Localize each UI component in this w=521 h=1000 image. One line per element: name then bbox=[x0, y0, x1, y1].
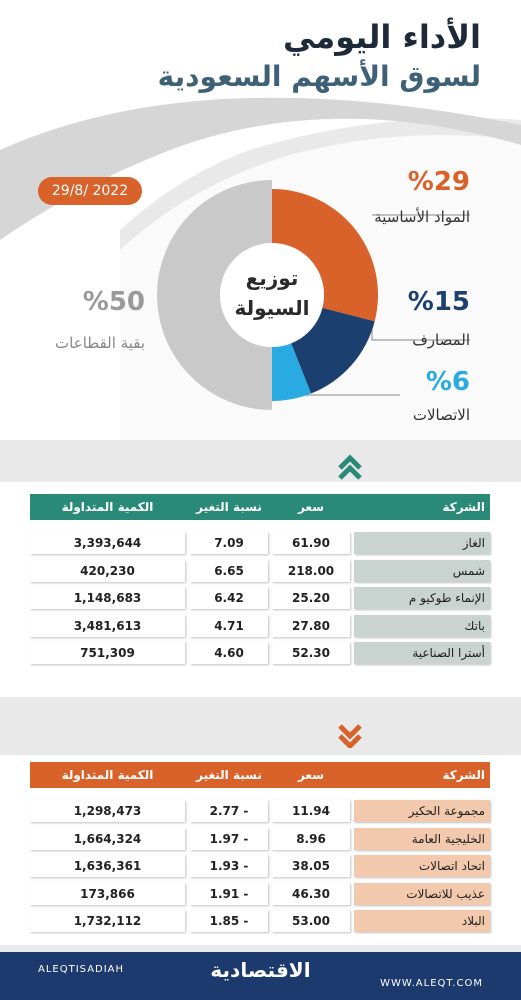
category-label: بقية القطاعات bbox=[55, 334, 145, 352]
table-cell: 11.94 bbox=[272, 800, 350, 822]
table-cell: 218.00 bbox=[272, 559, 350, 582]
table-cell: 61.90 bbox=[272, 532, 350, 554]
brand: الاقتصادية bbox=[210, 958, 311, 982]
table-cell: 27.80 bbox=[272, 614, 350, 637]
table-cell: 7.09 bbox=[190, 532, 268, 554]
company-cell: مجموعة الحكير bbox=[354, 800, 490, 822]
donut-slice bbox=[291, 307, 375, 394]
company-cell: اتحاد اتصالات bbox=[354, 855, 490, 877]
social-handle: ALEQTISADIAH bbox=[38, 964, 125, 975]
table-cell: 4.60 bbox=[190, 642, 268, 664]
table-cell: 52.30 bbox=[272, 642, 350, 664]
table-cell: 38.05 bbox=[272, 855, 350, 877]
table-cell: 1,664,324 bbox=[30, 827, 185, 850]
donut-slice bbox=[272, 189, 379, 322]
donut-slice bbox=[272, 343, 312, 401]
table-cell: 8.96 bbox=[272, 827, 350, 850]
company-cell: الإنماء طوكيو م bbox=[354, 587, 490, 609]
company-cell: أسترا الصناعية bbox=[354, 642, 490, 664]
column-header: الشركة bbox=[442, 768, 485, 782]
website: WWW.ALEQT.COM bbox=[380, 978, 483, 989]
table-cell: 1.91 - bbox=[190, 882, 268, 905]
company-cell: الغاز bbox=[354, 532, 490, 554]
donut-chart: توزيع السيولة %29 المواد الأساسية %15 المصارف… bbox=[55, 167, 470, 424]
company-cell: عذيب للاتصالات bbox=[354, 882, 490, 905]
center-label: توزيع bbox=[246, 266, 299, 290]
table-cell: 4.71 bbox=[190, 614, 268, 637]
category-label: المصارف bbox=[412, 331, 470, 349]
company-cell: البلاد bbox=[354, 910, 490, 932]
category-label: الاتصالات bbox=[413, 406, 470, 424]
table-cell: 3,481,613 bbox=[30, 614, 185, 637]
company-cell: الخليجية العامة bbox=[354, 827, 490, 850]
table-cell: 46.30 bbox=[272, 882, 350, 905]
table-cell: 25.20 bbox=[272, 587, 350, 609]
table-cell: 1.85 - bbox=[190, 910, 268, 932]
center-label: السيولة bbox=[234, 296, 309, 320]
table-cell: 173,866 bbox=[30, 882, 185, 905]
section-icon bbox=[337, 454, 363, 480]
value-label: %15 bbox=[408, 287, 470, 317]
section-icon bbox=[337, 722, 363, 750]
subtitle: لسوق الأسهم السعودية bbox=[157, 60, 481, 93]
table-cell: 1.93 - bbox=[190, 855, 268, 877]
table-cell: 751,309 bbox=[30, 642, 185, 664]
date-badge: 29/8/ 2022 bbox=[38, 177, 142, 205]
company-cell: شمس bbox=[354, 559, 490, 582]
value-label: %50 bbox=[83, 287, 145, 317]
table-cell: 6.65 bbox=[190, 559, 268, 582]
column-header: الكمية المتداولة bbox=[61, 500, 154, 514]
table-cell: 1.97 - bbox=[190, 827, 268, 850]
donut-slice bbox=[157, 180, 272, 410]
value-label: %29 bbox=[408, 167, 470, 197]
column-header: الشركة bbox=[442, 500, 485, 514]
table-cell: 1,148,683 bbox=[30, 587, 185, 609]
table-header bbox=[30, 762, 490, 788]
donut-center bbox=[220, 243, 324, 347]
table-cell: 1,298,473 bbox=[30, 800, 185, 822]
title: الأداء اليومي bbox=[283, 18, 481, 56]
value-label: %6 bbox=[426, 367, 470, 397]
table-cell: 420,230 bbox=[30, 559, 185, 582]
table-cell: 1,732,112 bbox=[30, 910, 185, 932]
category-label: المواد الأساسية bbox=[374, 207, 470, 226]
table-header bbox=[30, 494, 490, 520]
column-header: الكمية المتداولة bbox=[61, 768, 154, 782]
table-cell: 1,636,361 bbox=[30, 855, 185, 877]
table-cell: 53.00 bbox=[272, 910, 350, 932]
table-cell: 3,393,644 bbox=[30, 532, 185, 554]
company-cell: باتك bbox=[354, 614, 490, 637]
table-cell: 2.77 - bbox=[190, 800, 268, 822]
table-cell: 6.42 bbox=[190, 587, 268, 609]
